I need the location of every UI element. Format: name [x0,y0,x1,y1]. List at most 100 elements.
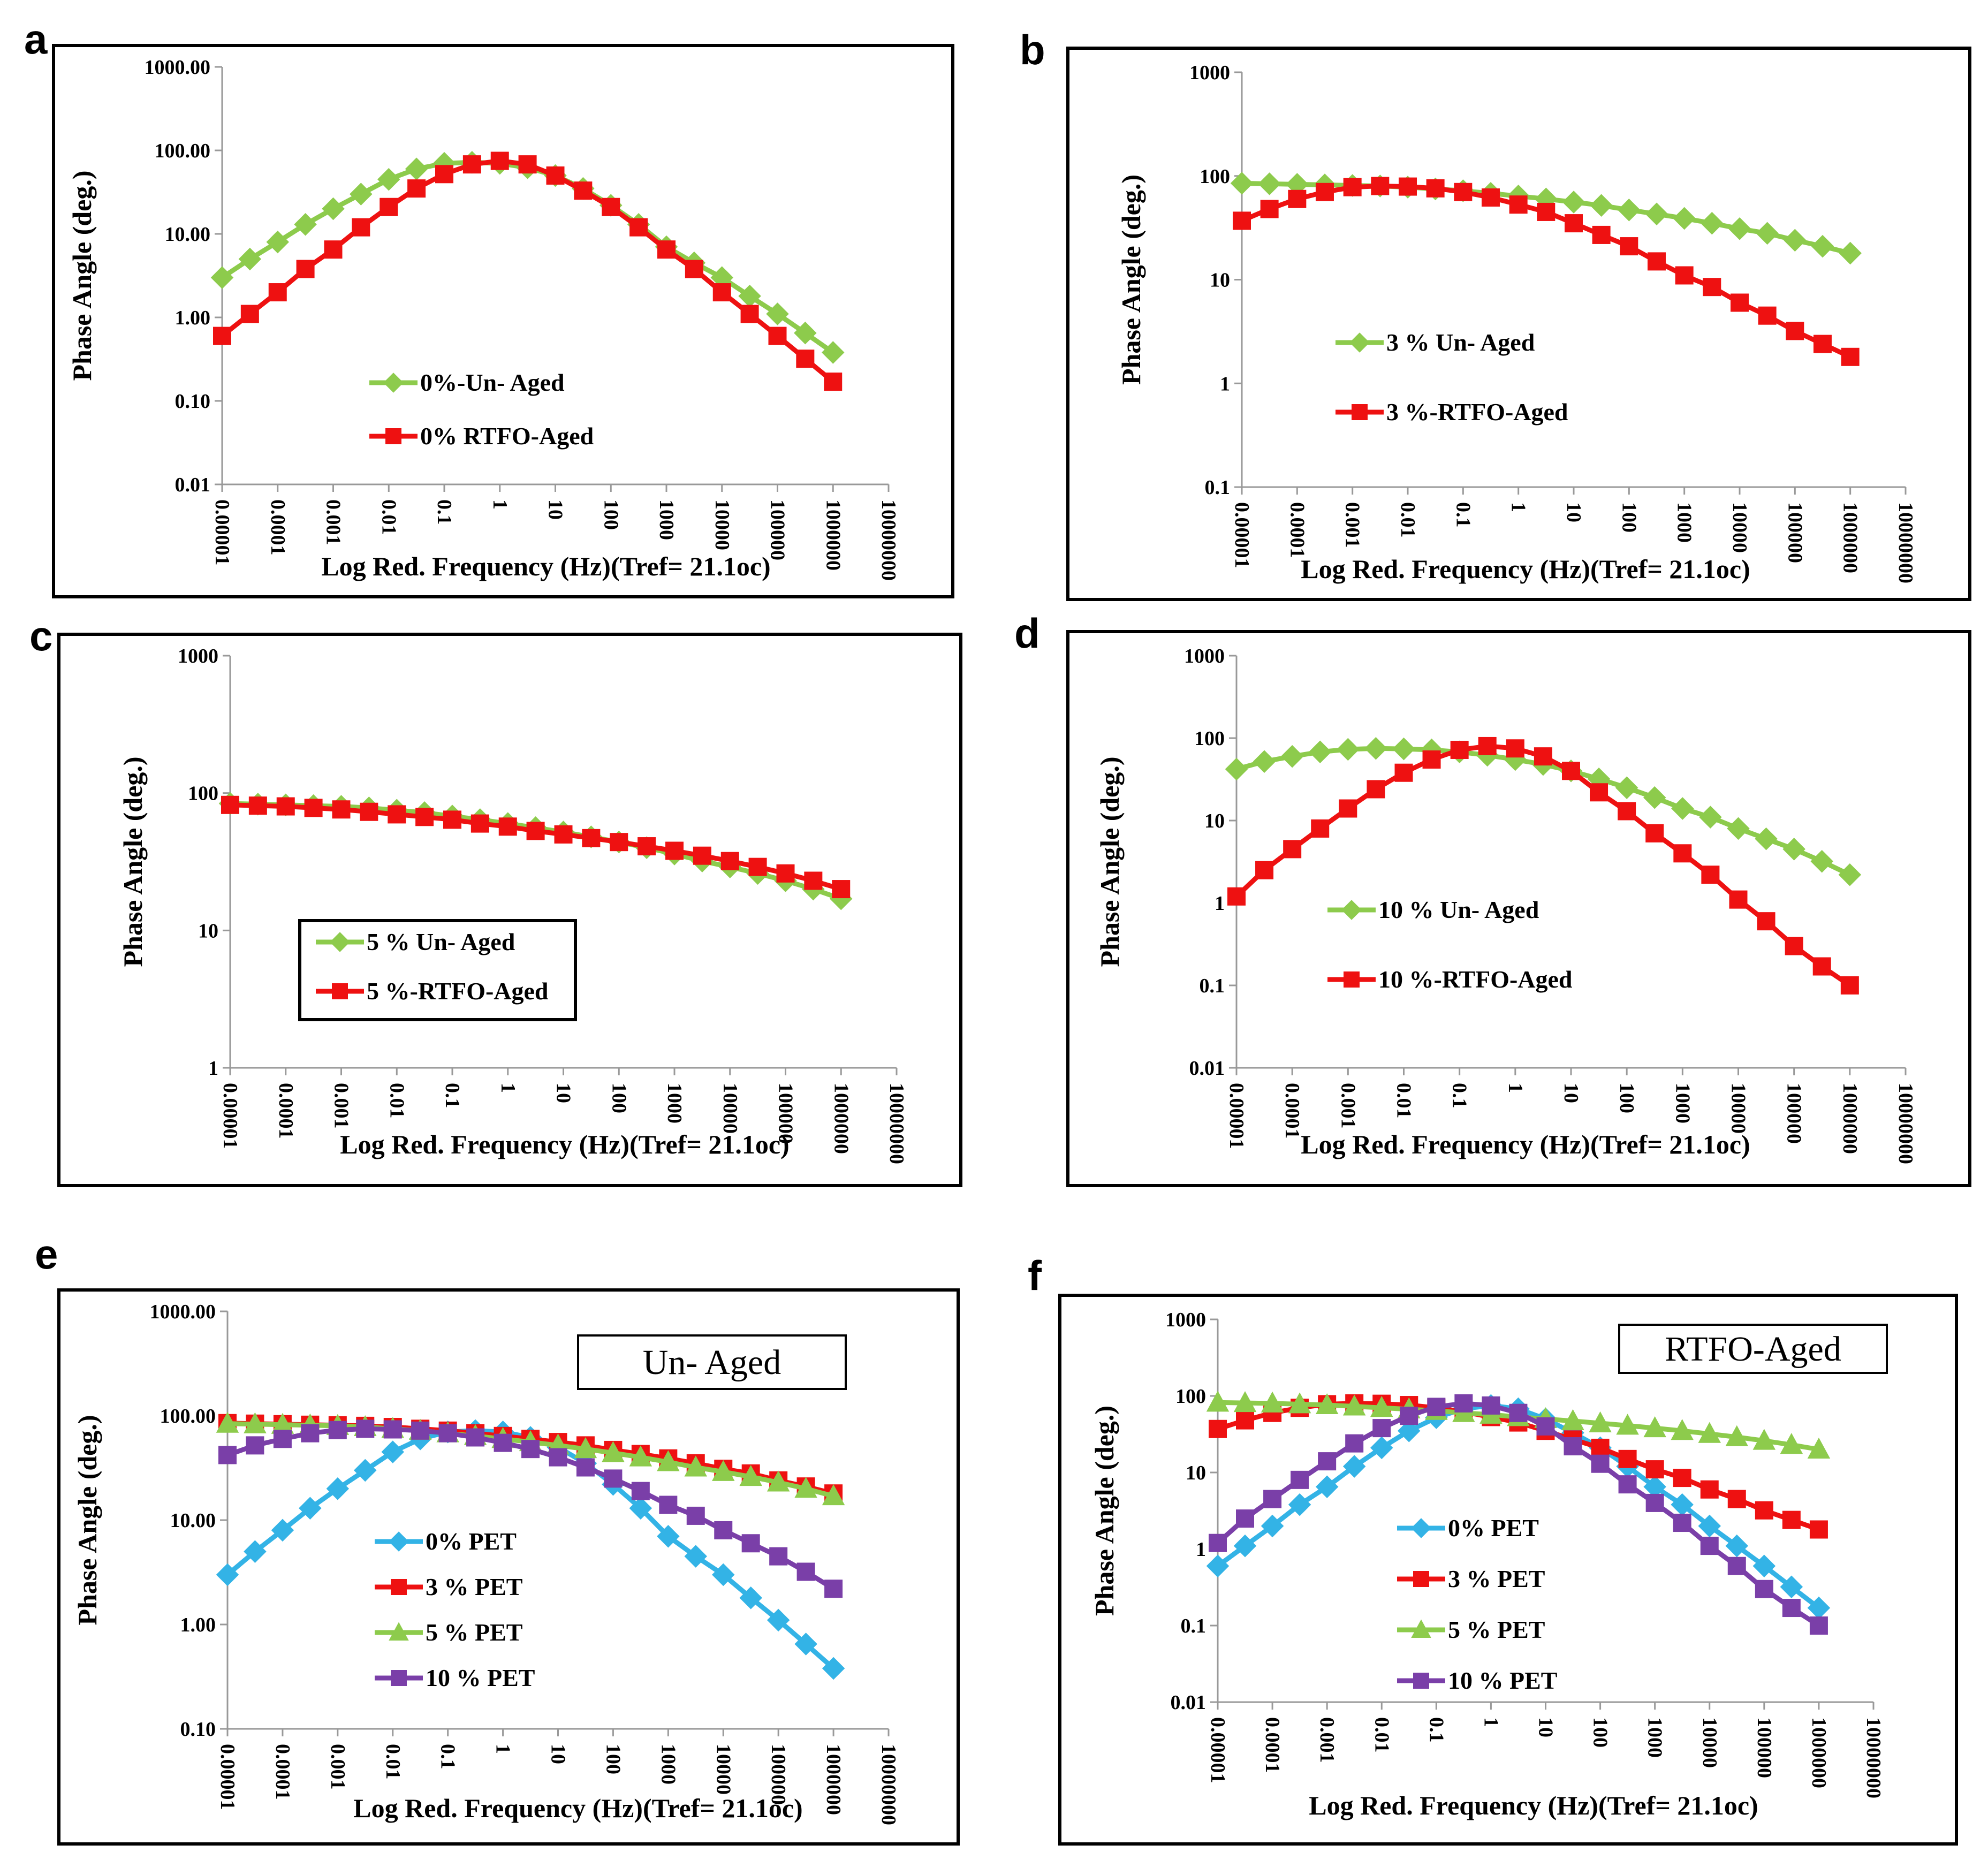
data-point [1308,740,1332,764]
data-point [1209,1533,1227,1552]
title-box-label: RTFO-Aged [1665,1330,1841,1369]
y-tick-label: 0.10 [175,390,211,413]
x-tick-label: 0.00001 [216,1744,239,1810]
data-point [1809,1520,1828,1539]
data-point [1394,763,1413,782]
data-point [1703,278,1721,297]
legend-label: 0% PET [426,1528,517,1555]
x-tick-label: 0.001 [327,1744,349,1790]
data-point [238,247,262,271]
legend-label: 0% RTFO-Aged [420,422,594,450]
data-point [518,155,537,174]
data-point [657,1450,680,1471]
data-point [1561,1409,1584,1430]
data-point [1728,217,1751,240]
x-tick-label: 10000000 [1862,1717,1885,1798]
x-tick-label: 100 [602,1744,624,1774]
x-tick-label: 10000 [711,499,733,550]
data-point [1225,757,1248,781]
data-point [794,1477,817,1498]
x-tick-label: 1000000 [822,499,844,571]
legend-label: 3 % Un- Aged [1386,329,1535,356]
data-point [1398,1419,1421,1443]
data-point [576,1458,595,1477]
data-point [1537,202,1556,221]
x-tick-label: 0.1 [433,499,456,525]
data-point [1427,1398,1446,1416]
data-point [1233,1391,1257,1413]
data-point [350,183,373,206]
x-tick-label: 10 [544,499,567,520]
data-point [1337,738,1360,761]
data-point [776,864,795,883]
data-point [266,230,289,254]
data-point [244,1412,267,1433]
data-point [210,266,234,289]
x-tick-label: 0.01 [1397,502,1419,538]
data-point [435,165,453,184]
data-point [271,1519,294,1542]
legend-swatch-marker [1413,1673,1429,1689]
data-point [498,817,517,836]
data-point [1671,797,1694,820]
data-point [471,814,489,833]
data-point [712,1460,735,1481]
x-tick-label: 100 [600,499,622,530]
data-point [1288,1392,1311,1414]
x-tick-label: 0.01 [382,1744,404,1780]
x-tick-label: 10000 [1728,502,1751,553]
panel-frame [1066,630,1971,1187]
series-0 [210,151,845,364]
y-tick-label: 1.00 [180,1614,216,1636]
legend-swatch-marker [391,1579,407,1595]
data-point [610,833,628,852]
legend-swatch-marker [330,932,350,952]
data-point [1786,322,1804,340]
panel-letter: c [29,612,52,659]
data-point [216,1411,239,1433]
data-point [796,1562,815,1581]
data-point [1698,1514,1721,1538]
y-tick-label: 0.1 [1200,975,1225,997]
data-point [1454,183,1473,201]
data-point [354,1459,377,1482]
data-point [1482,1396,1500,1415]
data-point [1565,214,1583,233]
legend-swatch-marker [385,428,401,444]
x-tick-label: 10000000 [877,1744,900,1825]
y-tick-label: 0.01 [175,474,211,496]
legend-swatch-marker [1341,900,1362,920]
data-point [490,151,509,170]
legend-label: 5 % Un- Aged [367,928,515,955]
data-point [1206,1391,1230,1412]
data-point [1364,737,1387,760]
data-point [1780,1575,1803,1599]
panel-letter: e [35,1231,58,1278]
y-tick-label: 10 [198,920,218,942]
data-point [1392,737,1415,761]
x-tick-label: 0.001 [1316,1717,1338,1763]
panel-frame [57,633,962,1187]
series-line [1234,743,1852,988]
y-tick-label: 0.01 [1171,1691,1207,1714]
panel-e: e 0.10 1.00 10.00 100.00 1000.00 0.00001 0.0001… [35,1231,960,1846]
data-point [240,305,259,323]
data-point [276,797,295,816]
y-tick-label: 10 [1186,1462,1206,1484]
data-point [411,1421,430,1440]
data-point [767,1470,790,1492]
data-point [1209,1419,1227,1438]
data-point [1673,1514,1691,1532]
data-point [526,822,545,840]
data-point [271,1413,294,1434]
y-tick-label: 100.00 [160,1405,216,1428]
x-axis-title: Log Red. Frequency (Hz)(Tref= 21.1oc) [321,551,770,581]
legend-frame [298,919,577,1021]
data-point [1701,211,1724,235]
data-point [1809,1616,1828,1635]
data-point [1645,1460,1664,1479]
data-point [1671,1419,1694,1440]
data-point [549,1448,567,1467]
data-point [1564,1437,1582,1456]
